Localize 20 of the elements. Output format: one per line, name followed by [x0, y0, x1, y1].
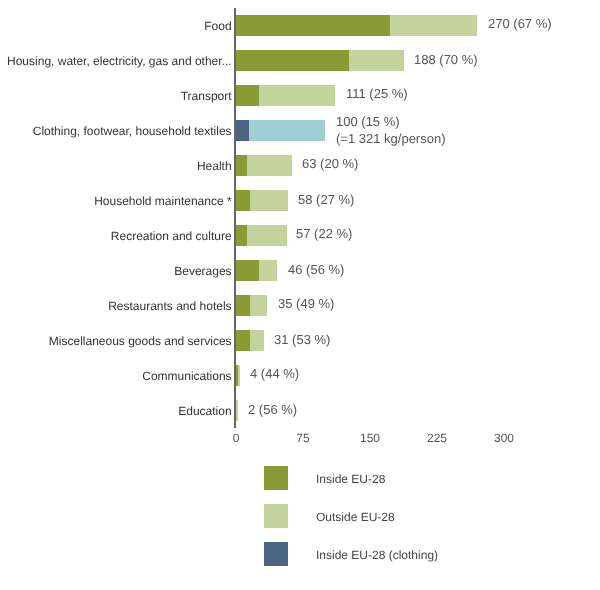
bar — [236, 189, 251, 212]
bar — [236, 84, 260, 107]
bar — [389, 14, 478, 37]
bar — [236, 294, 251, 317]
bar — [236, 14, 390, 37]
bar — [259, 84, 336, 107]
bar — [348, 49, 404, 72]
bar — [246, 154, 293, 177]
bar — [236, 154, 247, 177]
bar — [248, 119, 326, 142]
bar — [250, 294, 268, 317]
bar — [246, 224, 287, 247]
bar — [250, 329, 264, 352]
bar — [236, 259, 260, 282]
bar — [236, 49, 349, 72]
bar — [259, 259, 278, 282]
bar — [236, 224, 247, 247]
bar — [250, 189, 288, 212]
bar — [236, 119, 249, 142]
bar — [236, 329, 251, 352]
